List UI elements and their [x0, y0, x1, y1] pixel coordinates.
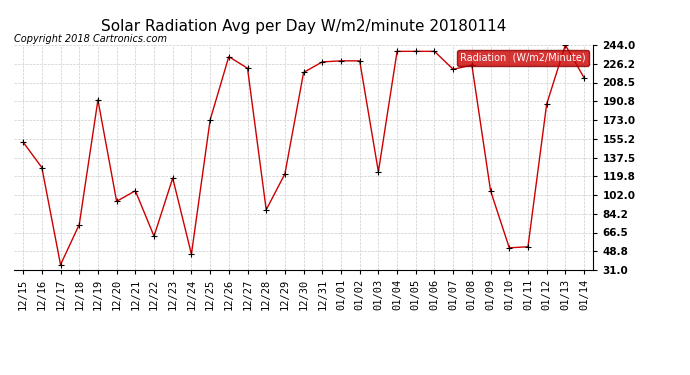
Text: Solar Radiation Avg per Day W/m2/minute 20180114: Solar Radiation Avg per Day W/m2/minute …: [101, 19, 506, 34]
Legend: Radiation  (W/m2/Minute): Radiation (W/m2/Minute): [457, 50, 589, 66]
Text: Copyright 2018 Cartronics.com: Copyright 2018 Cartronics.com: [14, 34, 167, 44]
